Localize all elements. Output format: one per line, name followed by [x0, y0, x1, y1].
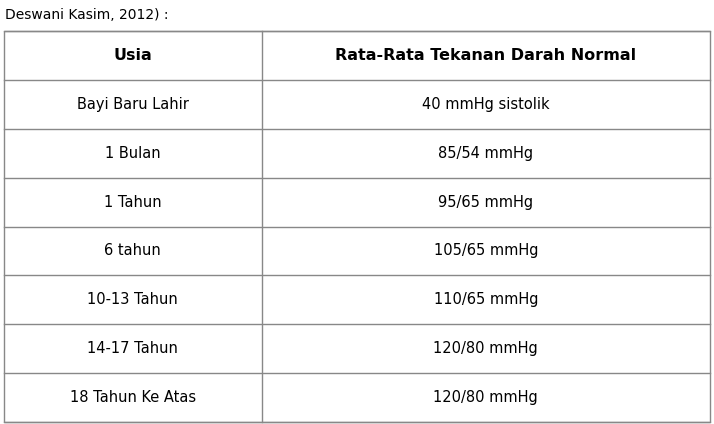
Text: 1 Bulan: 1 Bulan — [105, 146, 161, 161]
Text: 18 Tahun Ke Atas: 18 Tahun Ke Atas — [70, 390, 196, 405]
Text: 1 Tahun: 1 Tahun — [104, 195, 161, 209]
Text: Usia: Usia — [114, 48, 152, 63]
Text: 110/65 mmHg: 110/65 mmHg — [433, 292, 538, 307]
Text: 95/65 mmHg: 95/65 mmHg — [438, 195, 533, 209]
Text: 120/80 mmHg: 120/80 mmHg — [433, 341, 538, 356]
Text: Rata-Rata Tekanan Darah Normal: Rata-Rata Tekanan Darah Normal — [336, 48, 636, 63]
Text: 85/54 mmHg: 85/54 mmHg — [438, 146, 533, 161]
Text: 14-17 Tahun: 14-17 Tahun — [87, 341, 178, 356]
Text: Bayi Baru Lahir: Bayi Baru Lahir — [77, 97, 188, 112]
Text: 40 mmHg sistolik: 40 mmHg sistolik — [422, 97, 550, 112]
Text: 6 tahun: 6 tahun — [104, 243, 161, 259]
Text: 10-13 Tahun: 10-13 Tahun — [88, 292, 178, 307]
Text: 105/65 mmHg: 105/65 mmHg — [433, 243, 538, 259]
Text: Deswani Kasim, 2012) :: Deswani Kasim, 2012) : — [5, 8, 169, 22]
Text: 120/80 mmHg: 120/80 mmHg — [433, 390, 538, 405]
